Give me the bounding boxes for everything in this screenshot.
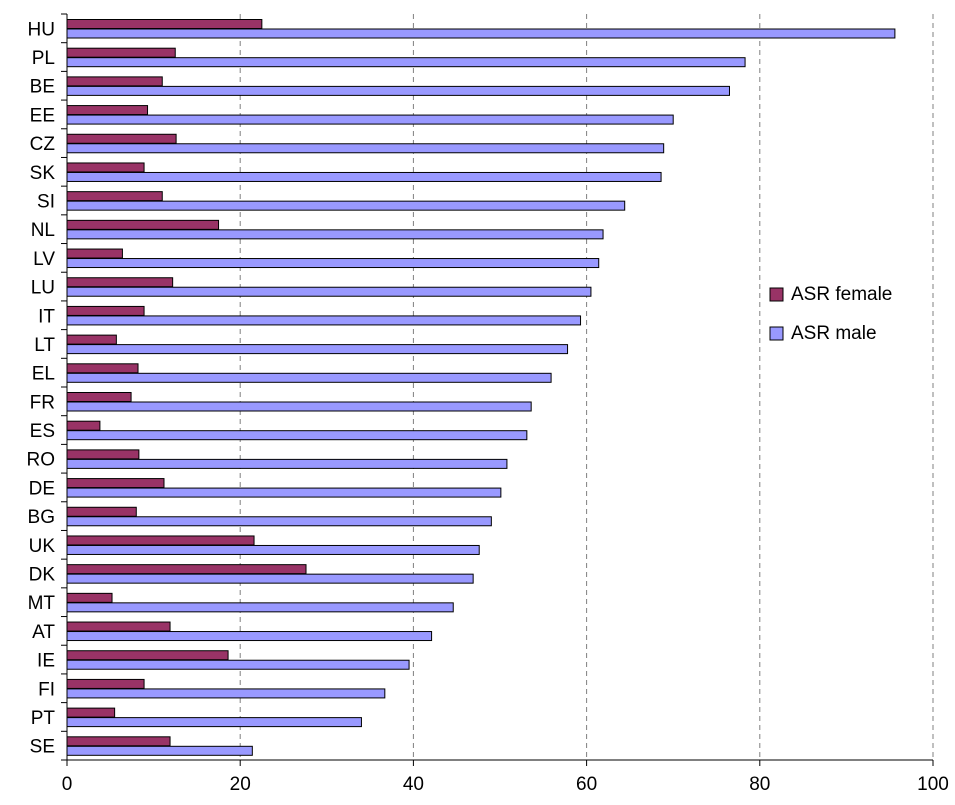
x-tick-label: 100	[917, 774, 949, 795]
bar-male-UK	[66, 544, 480, 555]
bar-male-NL	[66, 229, 604, 240]
y-axis-labels: HU PL BE EE CZ SK SI NL LV LU IT LT EL FR ES RO DE BG UK DK…	[27, 19, 56, 757]
y-tick-label: LU	[31, 278, 55, 299]
bar-female-FR	[66, 392, 132, 402]
x-tick-label: 80	[749, 774, 770, 795]
bar-female-LV	[66, 248, 123, 259]
bar-female-PL	[66, 47, 176, 58]
y-tick-label: IT	[38, 306, 55, 327]
y-tick-label: SE	[30, 737, 55, 758]
y-tick-label: DK	[29, 565, 56, 586]
bar-male-SI	[66, 200, 626, 211]
bar-male-BE	[66, 85, 730, 96]
x-tick-label: 0	[62, 774, 73, 795]
bar-male-PL	[66, 57, 746, 68]
bar-female-PT	[66, 707, 116, 718]
y-tick-label: SI	[37, 192, 55, 213]
y-tick-label: CZ	[30, 134, 56, 155]
bar-female-ES	[66, 420, 101, 431]
gridlines	[239, 14, 934, 760]
bar-female-HU	[66, 19, 263, 29]
bar-male-MT	[66, 602, 454, 613]
y-tick-label: BE	[30, 77, 55, 98]
bar-female-FI	[66, 678, 145, 689]
bar-male-LT	[66, 344, 569, 355]
y-tick-label: PL	[32, 48, 55, 69]
bar-female-SE	[66, 736, 171, 747]
bar-male-DK	[66, 573, 474, 584]
bar-male-ES	[66, 430, 528, 441]
bar-female-IE	[66, 650, 229, 661]
y-tick-label: UK	[29, 536, 56, 557]
bar-male-LU	[66, 286, 592, 297]
x-tick-label: 40	[403, 774, 424, 795]
y-tick-label: NL	[31, 220, 55, 241]
y-tick-label: SK	[30, 163, 56, 184]
y-tick-label: RO	[27, 450, 56, 471]
y-tick-label: MT	[28, 593, 56, 614]
y-tick-label: FR	[30, 392, 55, 413]
bar-female-LU	[66, 277, 174, 288]
y-tick-label: LT	[34, 335, 55, 356]
legend-swatch	[769, 326, 784, 341]
y-tick-label: ES	[30, 421, 55, 442]
bar-male-EL	[66, 372, 552, 383]
y-tick-label: BG	[28, 507, 55, 528]
bar-female-AT	[66, 621, 171, 632]
bar-male-HU	[66, 28, 896, 39]
bar-female-BG	[66, 506, 137, 517]
y-tick-label: EE	[30, 105, 55, 126]
y-tick-label: HU	[28, 19, 55, 40]
bar-female-BE	[66, 76, 163, 87]
axes	[61, 13, 934, 766]
x-tick-label: 20	[230, 774, 251, 795]
legend-label: ASR male	[791, 323, 877, 344]
bar-female-EL	[66, 363, 139, 374]
bar-female-LT	[66, 334, 117, 345]
bar-male-DE	[66, 487, 502, 498]
y-tick-label: IE	[37, 651, 55, 672]
bar-male-AT	[66, 631, 433, 642]
bar-male-RO	[66, 458, 508, 469]
bar-female-RO	[66, 449, 140, 460]
bar-female-MT	[66, 592, 113, 603]
bar-male-FR	[66, 401, 532, 412]
y-tick-label: AT	[32, 622, 55, 643]
x-axis-labels: 0 20 40 60 80 100	[62, 774, 949, 795]
bar-female-SI	[66, 191, 163, 202]
bar-male-LV	[66, 258, 600, 269]
bar-male-FI	[66, 688, 386, 699]
x-tick-label: 60	[576, 774, 597, 795]
bar-male-IE	[66, 659, 410, 670]
bar-male-SK	[66, 171, 662, 182]
bar-female-NL	[66, 219, 220, 230]
bar-female-UK	[66, 535, 255, 546]
bar-female-SK	[66, 162, 145, 173]
bar-female-IT	[66, 305, 145, 316]
y-tick-label: EL	[32, 364, 55, 385]
legend-label: ASR female	[791, 284, 892, 305]
bars	[66, 19, 896, 756]
y-tick-label: PT	[31, 708, 56, 729]
y-tick-label: DE	[29, 478, 55, 499]
y-tick-label: LV	[33, 249, 55, 270]
bar-female-DK	[66, 564, 307, 575]
bar-female-DE	[66, 478, 165, 489]
bar-female-CZ	[66, 133, 177, 144]
bar-male-SE	[66, 745, 253, 756]
bar-female-EE	[66, 105, 149, 116]
bar-male-CZ	[66, 143, 665, 154]
bar-male-PT	[66, 717, 362, 728]
bar-male-EE	[66, 114, 674, 125]
legend-swatch	[769, 287, 784, 302]
bar-male-IT	[66, 315, 582, 326]
y-tick-label: FI	[38, 679, 55, 700]
legend: ASR female ASR male	[769, 284, 892, 344]
bar-male-BG	[66, 516, 492, 527]
